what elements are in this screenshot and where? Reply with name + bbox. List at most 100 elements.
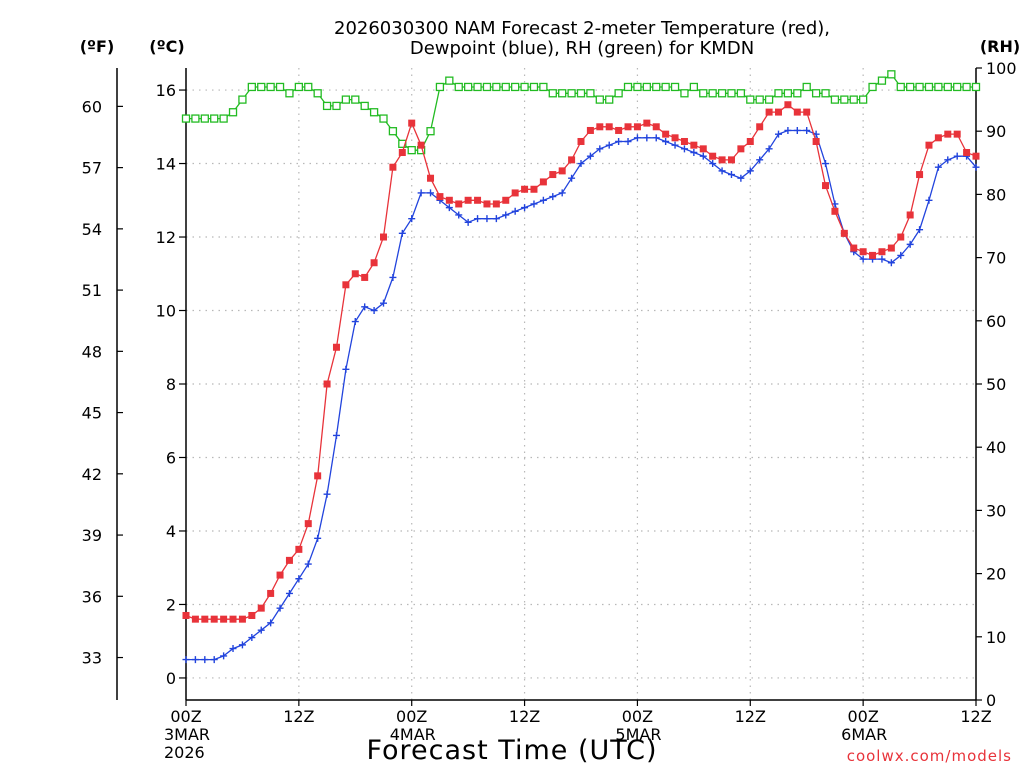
rh-point bbox=[915, 82, 924, 92]
rh-point bbox=[633, 82, 642, 92]
dewpoint-point bbox=[539, 196, 547, 204]
temperature-point bbox=[822, 182, 830, 190]
rh-point bbox=[642, 82, 651, 92]
dewpoint-point bbox=[304, 560, 312, 568]
x-date-label: 3MAR bbox=[164, 725, 210, 744]
rh-point bbox=[755, 95, 764, 104]
dewpoint-point bbox=[182, 656, 190, 664]
rh-point bbox=[670, 82, 680, 92]
rh-tick-label: 0 bbox=[986, 691, 996, 710]
rh-point bbox=[332, 101, 341, 111]
rh-point bbox=[783, 89, 793, 98]
dewpoint-point bbox=[765, 145, 773, 153]
temperature-point bbox=[295, 545, 303, 553]
temperature-point bbox=[869, 251, 877, 259]
fahrenheit-tick-label: 57 bbox=[82, 159, 102, 178]
dewpoint-point bbox=[483, 215, 491, 223]
celsius-tick-label: 4 bbox=[166, 522, 176, 541]
celsius-tick-label: 2 bbox=[166, 595, 176, 614]
temperature-point bbox=[737, 145, 745, 153]
rh-point bbox=[877, 76, 887, 85]
temperature-point bbox=[577, 137, 585, 145]
temperature-point bbox=[850, 244, 858, 252]
dewpoint-point bbox=[859, 255, 867, 263]
rh-point bbox=[971, 82, 981, 92]
temperature-point bbox=[389, 163, 397, 171]
rh-point bbox=[379, 114, 388, 123]
temperature-point bbox=[963, 149, 971, 157]
temperature-point bbox=[718, 156, 726, 164]
dewpoint-point bbox=[276, 604, 284, 612]
dewpoint-point bbox=[351, 318, 359, 326]
dewpoint-point bbox=[906, 240, 914, 248]
rh-tick-label: 70 bbox=[986, 249, 1006, 268]
x-tick-label: 00Z bbox=[847, 707, 878, 726]
rh-tick-label: 100 bbox=[986, 59, 1017, 78]
dewpoint-point bbox=[257, 626, 265, 634]
fahrenheit-tick-label: 60 bbox=[82, 97, 102, 116]
dewpoint-point bbox=[314, 534, 322, 542]
rh-point bbox=[680, 89, 689, 98]
dewpoint-point bbox=[671, 141, 679, 149]
temperature-point bbox=[765, 108, 773, 116]
rh-point bbox=[304, 82, 313, 92]
grid-layer bbox=[186, 68, 976, 700]
temperature-point bbox=[276, 571, 284, 579]
dewpoint-point bbox=[916, 226, 924, 234]
dewpoint-point bbox=[662, 137, 670, 145]
rh-point bbox=[774, 89, 783, 98]
temperature-point bbox=[267, 589, 275, 597]
series-dewpoint bbox=[182, 126, 980, 664]
watermark-link[interactable]: coolwx.com/models bbox=[847, 747, 1012, 765]
temperature-point bbox=[690, 141, 698, 149]
dewpoint-point bbox=[530, 200, 538, 208]
dewpoint-point bbox=[577, 160, 585, 168]
temperature-point bbox=[699, 145, 707, 153]
rh-point bbox=[247, 82, 256, 92]
temperature-point bbox=[568, 156, 576, 164]
dewpoint-point bbox=[793, 126, 801, 134]
rh-point bbox=[586, 89, 595, 98]
temperature-point bbox=[784, 101, 792, 109]
dewpoint-point bbox=[549, 193, 557, 201]
dewpoint-point bbox=[229, 645, 237, 653]
temperature-point bbox=[182, 611, 190, 619]
rh-point bbox=[285, 89, 294, 98]
temperature-point bbox=[201, 615, 209, 623]
temperature-point bbox=[558, 167, 566, 175]
rh-point bbox=[868, 82, 877, 92]
rh-point bbox=[388, 127, 398, 136]
series-temperature bbox=[182, 101, 980, 623]
dewpoint-point bbox=[558, 189, 566, 197]
dewpoint-point bbox=[586, 152, 594, 160]
temperature-point bbox=[727, 156, 735, 164]
rh-point bbox=[482, 82, 492, 92]
rh-axis-unit: (RH) bbox=[980, 37, 1020, 56]
dewpoint-point bbox=[624, 137, 632, 145]
rh-point bbox=[369, 108, 379, 117]
dewpoint-point bbox=[775, 130, 782, 138]
rh-point bbox=[717, 89, 727, 98]
temperature-point bbox=[934, 134, 942, 142]
rh-point bbox=[294, 82, 304, 92]
x-tick-label: 12Z bbox=[509, 707, 540, 726]
dewpoint-point bbox=[953, 152, 961, 160]
rh-tick-label: 30 bbox=[986, 501, 1006, 520]
rh-point bbox=[210, 114, 219, 123]
dewpoint-point bbox=[332, 431, 340, 439]
rh-point bbox=[275, 82, 285, 92]
dewpoint-point bbox=[680, 145, 688, 153]
temperature-point bbox=[483, 200, 491, 208]
temperature-point bbox=[596, 123, 604, 131]
temperature-point bbox=[709, 152, 717, 160]
temperature-point bbox=[793, 108, 801, 116]
temperature-point bbox=[427, 174, 435, 182]
rh-point bbox=[567, 89, 576, 98]
temperature-point bbox=[530, 185, 538, 193]
temperature-point bbox=[633, 123, 641, 131]
dewpoint-point bbox=[427, 189, 435, 197]
celsius-tick-label: 12 bbox=[156, 228, 176, 247]
rh-point bbox=[708, 89, 717, 98]
rh-point bbox=[953, 82, 962, 92]
rh-point bbox=[830, 95, 840, 104]
